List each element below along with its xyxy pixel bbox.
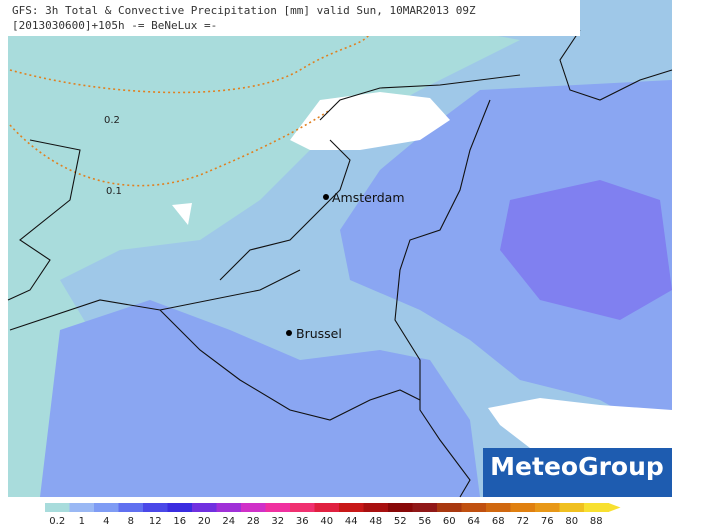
color-swatch: [94, 503, 119, 512]
legend-tick-label: 12: [149, 516, 162, 527]
legend-tick-label: 60: [443, 516, 456, 527]
color-swatch: [290, 503, 315, 512]
legend-tick-label: 8: [128, 516, 134, 527]
border: [159, 99, 491, 498]
logo: MeteoGroup: [490, 452, 664, 481]
contour-line: [9, 29, 371, 94]
color-swatch: [388, 503, 413, 512]
color-swatch: [486, 503, 511, 512]
dry-patch: [172, 203, 192, 225]
legend-tick-label: 80: [565, 516, 578, 527]
city-dot: [286, 330, 292, 336]
legend-tick-label: 20: [198, 516, 211, 527]
precip-zone: [40, 300, 480, 497]
legend-tick-label: 0.2: [49, 516, 65, 527]
header-subtitle: [2013030600]+105h -= BeNeLux =-: [12, 19, 217, 32]
legend-tick-label: 32: [271, 516, 284, 527]
logo-box: [483, 448, 672, 497]
legend-tick-label: 72: [516, 516, 529, 527]
color-swatch: [314, 503, 340, 512]
legend-tick-label: 64: [467, 516, 480, 527]
color-swatch: [461, 503, 487, 512]
color-swatch: [143, 503, 168, 512]
color-swatch: [363, 503, 389, 512]
color-swatch: [118, 503, 144, 512]
legend-tick-label: 4: [103, 516, 109, 527]
legend-tick-label: 68: [492, 516, 505, 527]
color-swatch: [584, 503, 609, 512]
color-swatch: [265, 503, 291, 512]
contour-line: [9, 109, 331, 187]
color-swatch: [510, 503, 536, 512]
color-swatch: [559, 503, 585, 512]
header-title: GFS: 3h Total & Convective Precipitation…: [12, 4, 476, 17]
city-label: Brussel: [296, 326, 342, 341]
color-swatch: [241, 503, 266, 512]
coastline: [7, 29, 673, 301]
legend-tick-label: 76: [541, 516, 554, 527]
color-swatch: [216, 503, 242, 512]
header-box: [8, 0, 580, 36]
color-swatch: [339, 503, 364, 512]
legend-tick-label: 48: [369, 516, 382, 527]
city-label: Amsterdam: [332, 190, 405, 205]
legend-tick-label: 36: [296, 516, 309, 527]
city-dot: [323, 194, 329, 200]
legend-tick-label: 28: [247, 516, 260, 527]
legend-tick-label: 16: [173, 516, 186, 527]
color-swatch: [412, 503, 438, 512]
color-swatch: [437, 503, 462, 512]
legend-tick-label: 56: [418, 516, 431, 527]
legend-tick-label: 52: [394, 516, 407, 527]
legend-tick-label: 44: [345, 516, 358, 527]
contour-label: 0.2: [104, 115, 120, 126]
legend-tick-label: 1: [79, 516, 85, 527]
color-swatch: [167, 503, 193, 512]
precip-zone: [340, 80, 672, 440]
precip-zone: [500, 180, 672, 320]
dry-patch: [488, 398, 672, 448]
legend-tick-label: 88: [590, 516, 603, 527]
legend-tick-label: 24: [222, 516, 235, 527]
color-swatch: [192, 503, 217, 512]
legend-arrow: [608, 503, 621, 512]
contour-label: 0.1: [106, 186, 122, 197]
legend-tick-label: 40: [320, 516, 333, 527]
dry-patch: [290, 92, 450, 150]
color-swatch: [45, 503, 70, 512]
color-swatch: [69, 503, 95, 512]
color-swatch: [535, 503, 560, 512]
